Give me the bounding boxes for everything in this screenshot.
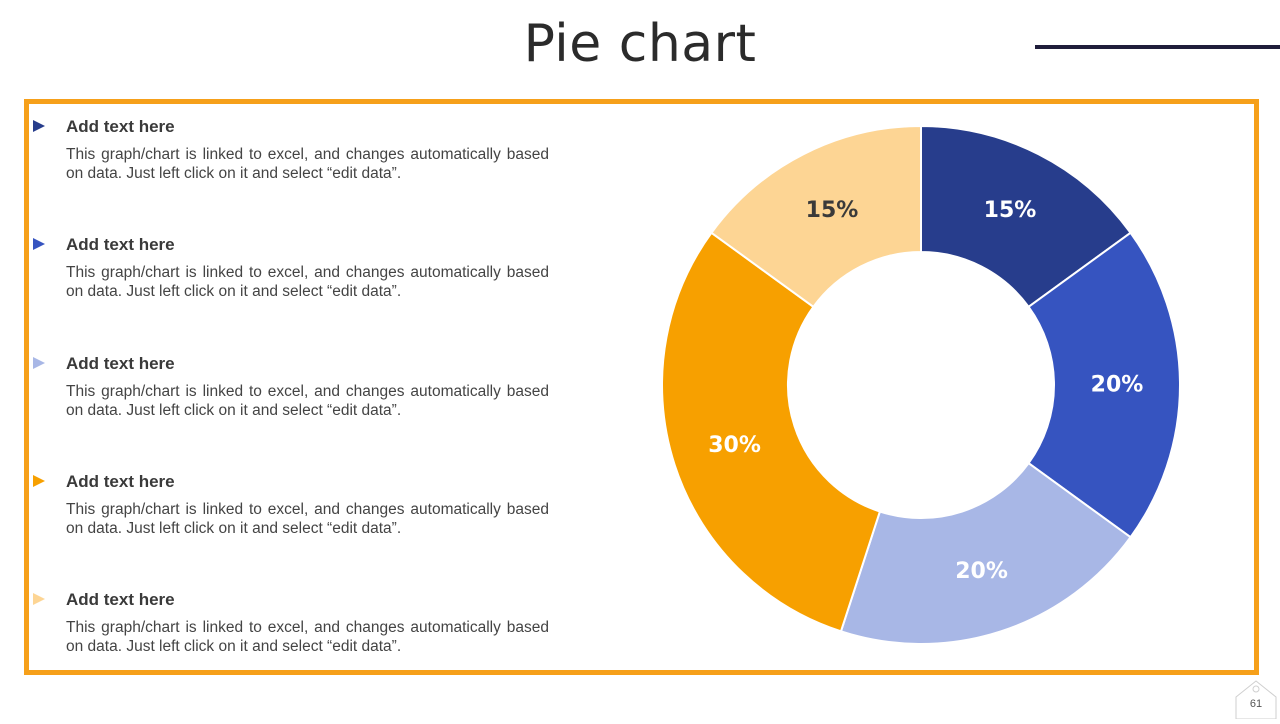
slice-label-3: 20% [955, 559, 1008, 584]
legend-item-text: This graph/chart is linked to excel, and… [66, 383, 549, 419]
home-shape-icon [1235, 680, 1277, 720]
page-number: 61 [1249, 698, 1263, 710]
title-accent-line [1035, 45, 1280, 49]
slice-label-1: 15% [984, 198, 1037, 223]
legend-item-heading: Add text here [66, 472, 175, 491]
slice-label-4: 30% [708, 433, 761, 458]
pie-slice-2 [1027, 231, 1181, 539]
slice-label-5: 15% [806, 198, 859, 223]
pie-slice-5 [710, 124, 922, 309]
pie-slice-1 [920, 124, 1132, 309]
legend-item-text: This graph/chart is linked to excel, and… [66, 619, 549, 655]
content-frame [24, 99, 1259, 675]
triangle-marker-icon [33, 357, 45, 369]
triangle-marker-icon [33, 593, 45, 605]
triangle-marker-icon [33, 238, 45, 250]
legend-item-text: This graph/chart is linked to excel, and… [66, 501, 549, 537]
triangle-marker-icon [33, 120, 45, 132]
pie-slice-3 [839, 461, 1132, 645]
pie-slice-4 [661, 231, 882, 633]
slice-label-2: 20% [1091, 373, 1144, 398]
legend-item-text: This graph/chart is linked to excel, and… [66, 146, 549, 182]
legend-item-text: This graph/chart is linked to excel, and… [66, 264, 549, 300]
legend-item-heading: Add text here [66, 235, 175, 254]
legend-item-heading: Add text here [66, 354, 175, 373]
legend-item-heading: Add text here [66, 117, 175, 136]
triangle-marker-icon [33, 475, 45, 487]
page-number-badge: 61 [1234, 679, 1278, 720]
legend-item-heading: Add text here [66, 590, 175, 609]
page-title: Pie chart [523, 14, 757, 74]
